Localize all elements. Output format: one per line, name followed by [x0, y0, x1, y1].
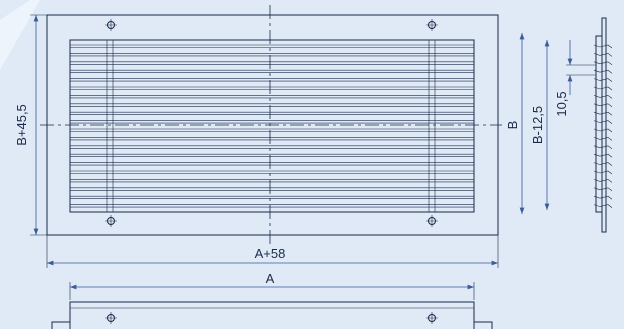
dim-label: B+45,5	[14, 104, 29, 146]
screw-cross	[105, 19, 117, 31]
top-body	[69, 301, 475, 329]
side-slat	[593, 179, 613, 183]
side-slat	[593, 153, 613, 158]
frame-inner	[69, 39, 475, 213]
top-flange	[51, 321, 71, 329]
side-slat	[593, 53, 613, 57]
side-slat	[593, 61, 613, 66]
bar	[106, 39, 114, 213]
side-slat	[593, 195, 613, 200]
side-slats	[593, 44, 613, 208]
side-slat	[593, 69, 613, 74]
side-slat	[593, 78, 613, 82]
side-slat	[593, 137, 613, 141]
side-slat	[593, 103, 613, 108]
side-slat	[593, 204, 613, 208]
side-slat	[593, 187, 613, 192]
dim-label: A	[266, 271, 275, 286]
screw-cross	[426, 19, 438, 31]
dim-label: B-12,5	[530, 106, 545, 144]
side-slat	[593, 162, 613, 166]
slats	[70, 44, 474, 208]
screw-cross	[426, 215, 438, 227]
dim-label: B	[505, 121, 520, 130]
side-slat	[593, 44, 613, 49]
side-slat	[593, 170, 613, 175]
screws	[105, 19, 438, 324]
bar	[428, 39, 436, 213]
side-slat	[593, 86, 613, 91]
screw-cross	[426, 312, 438, 324]
side-flange	[601, 17, 607, 233]
dim-label: 10,5	[554, 91, 569, 116]
top-flange	[473, 321, 493, 329]
side-slat	[593, 111, 613, 116]
side-slat	[593, 95, 613, 99]
side-slat	[593, 128, 613, 133]
dim-label: A+58	[255, 246, 286, 261]
decor	[0, 0, 40, 70]
screw-cross	[105, 215, 117, 227]
screw-cross	[105, 312, 117, 324]
side-slat	[593, 120, 613, 124]
side-slat	[593, 145, 613, 150]
